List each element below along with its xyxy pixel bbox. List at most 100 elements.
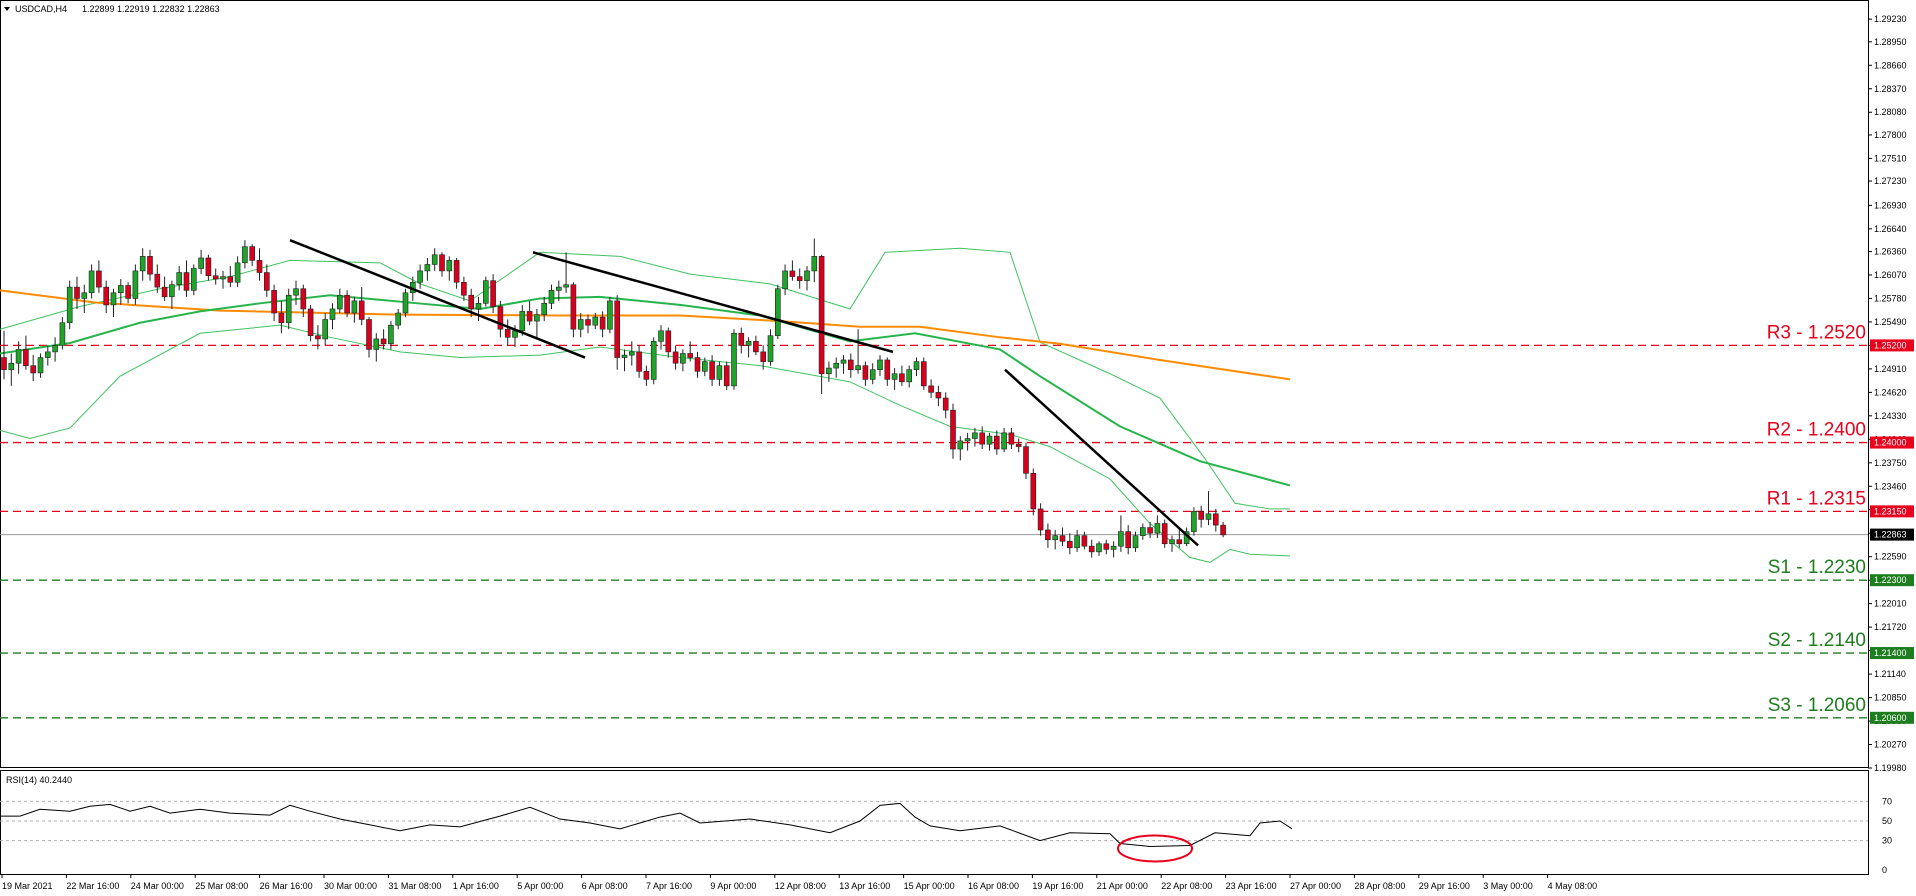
date-tick-label: 16 Apr 08:00: [968, 881, 1019, 891]
price-tick-label: 1.21140: [1874, 669, 1906, 679]
candle-body: [66, 286, 73, 324]
date-tick-label: 26 Mar 16:00: [260, 881, 313, 891]
candle-body: [220, 276, 226, 280]
candle-body: [388, 324, 394, 345]
candle-body: [855, 365, 861, 370]
price-tick-label: 1.28080: [1874, 107, 1907, 117]
candle-body: [490, 280, 496, 307]
date-tick-label: 7 Apr 16:00: [646, 881, 692, 891]
candle-body: [176, 272, 182, 285]
candle-body: [796, 276, 803, 281]
candle-body: [482, 280, 489, 304]
date-tick-label: 6 Apr 08:00: [582, 881, 628, 891]
candle-body: [212, 275, 219, 280]
candle-body: [256, 260, 263, 273]
candle-body: [1088, 545, 1095, 553]
candle-body: [745, 341, 752, 346]
candle-body: [468, 294, 475, 310]
candle-body: [497, 306, 504, 330]
rsi-tick-label: 0: [1882, 865, 1887, 875]
price-axis: 1.29230 1.28950 1.28660 1.28370 1.28080 1.278…: [1868, 14, 1907, 773]
level-label: S3 - 1.2060: [1768, 695, 1866, 716]
candle-body: [687, 353, 694, 358]
price-tick-label: 1.24330: [1874, 411, 1907, 421]
level-price-tag: [1870, 574, 1914, 587]
candle-body: [607, 300, 613, 330]
trendline: [1004, 368, 1199, 547]
candle-body: [88, 270, 95, 294]
price-tick-label: 1.25490: [1874, 317, 1907, 327]
price-tick-label: 1.28370: [1874, 84, 1907, 94]
price-tick-label: 1.26070: [1874, 270, 1907, 280]
candle-body: [731, 332, 737, 387]
candle-body: [1118, 531, 1124, 547]
date-tick-label: 27 Apr 00:00: [1290, 881, 1341, 891]
candle-body: [774, 288, 781, 336]
date-tick-label: 19 Mar 2021: [2, 881, 53, 891]
rsi-panel-frame: [0, 770, 1869, 875]
candle-body: [1213, 513, 1219, 526]
price-tick-label: 1.22010: [1874, 599, 1907, 609]
date-tick-label: 28 Apr 08:00: [1354, 881, 1405, 891]
candle-body: [979, 432, 986, 445]
level-price-tag-text: 1.22300: [1874, 575, 1907, 585]
ma-mid-line: [0, 294, 1291, 487]
candle-body: [59, 322, 66, 346]
price-tick-label: 1.20270: [1874, 740, 1907, 750]
date-tick-label: 15 Apr 00:00: [904, 881, 955, 891]
candle-body: [957, 440, 964, 450]
candle-body: [402, 292, 409, 314]
candle-body: [191, 268, 197, 291]
candle-body: [198, 257, 204, 269]
candle-body: [1008, 432, 1015, 445]
level-price-tag-text: 1.21400: [1874, 648, 1907, 658]
candle-body: [563, 284, 569, 288]
price-tick-label: 1.26640: [1874, 224, 1907, 234]
candle-body: [1015, 443, 1022, 447]
candle-body: [234, 262, 241, 283]
candle-body: [125, 285, 131, 299]
price-tick-label: 1.22590: [1874, 552, 1907, 562]
price-tick-label: 1.21720: [1874, 622, 1907, 632]
candle-body: [541, 303, 548, 315]
candle-body: [395, 312, 402, 326]
date-tick-label: 31 Mar 08:00: [388, 881, 441, 891]
date-tick-label: 30 Mar 00:00: [324, 881, 377, 891]
candle-body: [249, 246, 255, 261]
candle-body: [461, 281, 467, 296]
price-tick-label: 1.25780: [1874, 293, 1907, 303]
candle-body: [782, 270, 788, 290]
candle-body: [1147, 527, 1153, 534]
candle-body: [161, 286, 168, 298]
candle-body: [285, 294, 292, 324]
candle-body: [336, 294, 343, 310]
candle-body: [1176, 539, 1183, 545]
ma-slow-line: [0, 289, 1291, 381]
candle-body: [716, 365, 723, 380]
level-label: S1 - 1.2230: [1768, 557, 1866, 578]
candle-body: [621, 354, 628, 358]
date-tick-label: 23 Apr 16:00: [1226, 881, 1277, 891]
candle-body: [1037, 508, 1044, 531]
level-price-tag: [1870, 339, 1914, 352]
candle-body: [30, 365, 37, 374]
candle-body: [920, 361, 927, 387]
candle-body: [877, 359, 883, 370]
candle-body: [147, 256, 153, 275]
candle-body: [373, 338, 380, 350]
candle-body: [431, 254, 438, 265]
candle-body: [44, 351, 51, 358]
candle-body: [154, 273, 161, 288]
price-tick-label: 1.23460: [1874, 481, 1907, 491]
candle-body: [504, 328, 511, 338]
candle-body: [183, 272, 190, 291]
candle-body: [1205, 513, 1212, 520]
candle-body: [1030, 473, 1037, 510]
candle-body: [380, 338, 387, 345]
candle-body: [1067, 541, 1073, 549]
candle-body: [993, 435, 1000, 450]
candle-body: [804, 270, 810, 281]
collapse-triangle-icon[interactable]: [4, 7, 10, 11]
date-tick-label: 19 Apr 16:00: [1032, 881, 1083, 891]
